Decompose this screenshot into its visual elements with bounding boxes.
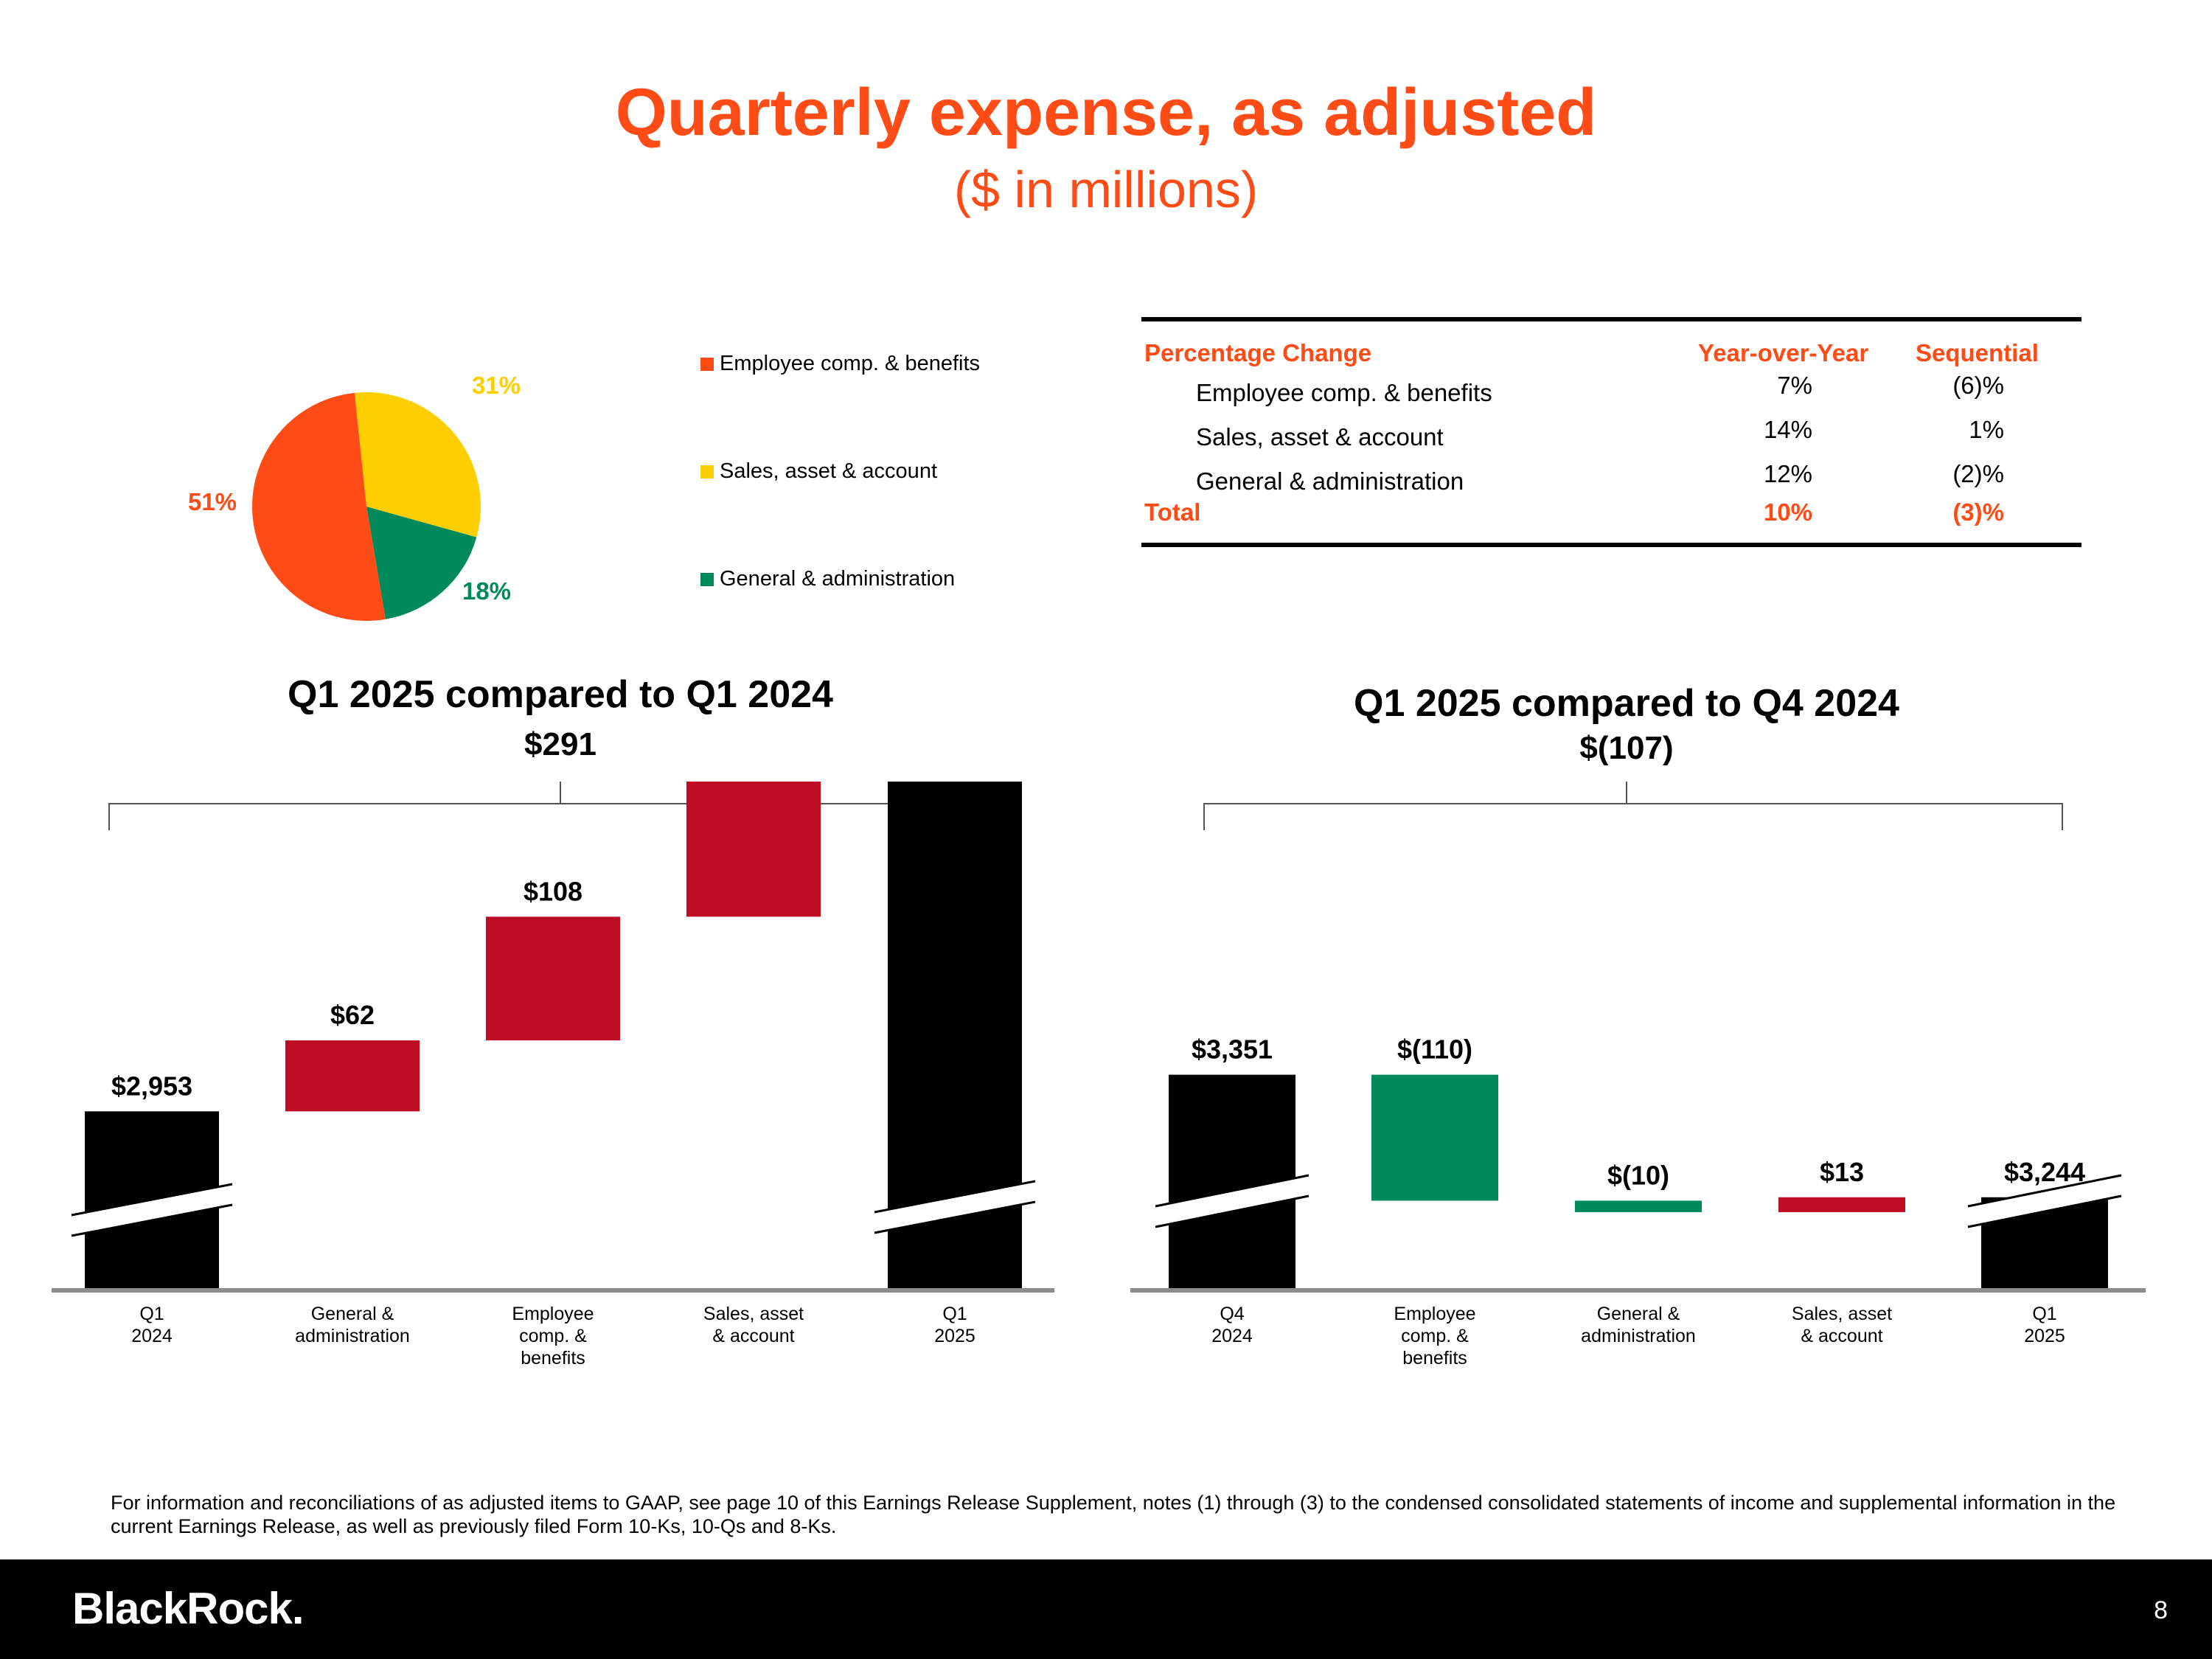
pie-chart: 51% 31% 18%	[188, 372, 521, 622]
page-title: Quarterly expense, as adjusted	[615, 76, 1597, 150]
legend-label-general: General & administration	[720, 567, 956, 591]
category-label: General & administration	[1581, 1304, 1696, 1346]
table-row-seq: 1%	[1969, 416, 2004, 443]
table-row-label: General & administration	[1196, 467, 1464, 495]
category-label: Employee comp. & benefits	[512, 1304, 594, 1368]
percentage-change-table: Percentage Change Year-over-Year Sequent…	[1141, 317, 2081, 547]
category-label: Sales, asset & account	[703, 1304, 804, 1346]
axis-break-line	[874, 1180, 1036, 1214]
table-row-yoy: 12%	[1763, 460, 1812, 487]
table-row-seq: (6)%	[1952, 372, 2004, 399]
table-total-yoy: 10%	[1763, 498, 1812, 526]
left-waterfall-chart: $2,953 Q1 2024 $62 General & administration $1…	[52, 782, 1054, 1368]
category-label: Q4 2024	[1211, 1304, 1253, 1346]
table-row-yoy: 7%	[1777, 372, 1812, 399]
axis-break-line	[874, 1200, 1036, 1234]
category-label: Q1 2024	[131, 1304, 173, 1346]
legend-swatch-general	[700, 572, 714, 586]
legend-swatch-sales	[700, 465, 714, 479]
axis-break-mark	[1155, 1175, 1309, 1227]
footer-bar: BlackRock. 8	[0, 1559, 2212, 1659]
table-header-yoy: Year-over-Year	[1698, 339, 1869, 366]
change-bar	[1371, 1074, 1498, 1201]
pie-slice	[251, 392, 386, 622]
axis-break-line	[1967, 1194, 2122, 1228]
page-number: 8	[2154, 1596, 2168, 1624]
legend-swatch-employee	[700, 357, 714, 371]
change-bar	[1778, 1197, 1905, 1212]
table-row-label: Employee comp. & benefits	[1196, 379, 1492, 406]
table-header-label: Percentage Change	[1144, 339, 1372, 366]
bar-value-label: $13	[1820, 1157, 1864, 1187]
legend-label-sales: Sales, asset & account	[720, 459, 937, 483]
table-total-label: Total	[1144, 498, 1201, 526]
right-chart-change: $(107)	[1579, 730, 1674, 766]
change-bar	[285, 1040, 420, 1112]
right-chart-heading: Q1 2025 compared to Q4 2024	[1354, 682, 1899, 725]
table-row-seq: (2)%	[1952, 460, 2004, 487]
axis-break-mark	[874, 1181, 1035, 1233]
change-bar	[686, 782, 821, 917]
axis-break-line	[71, 1203, 233, 1237]
blackrock-logo: BlackRock.	[72, 1584, 304, 1633]
table-header-sequential: Sequential	[1916, 339, 2039, 366]
legend-item-general: General & administration	[700, 567, 955, 591]
axis-break-line	[1155, 1194, 1310, 1228]
axis-break-mark	[1968, 1175, 2121, 1227]
bar-value-label: $62	[330, 1000, 375, 1030]
category-label: Q1 2025	[2024, 1304, 2065, 1346]
bar-value-label: $3,351	[1192, 1034, 1273, 1065]
change-bar	[486, 917, 620, 1040]
pie-slice-label: 31%	[472, 372, 521, 399]
axis-break-mark	[72, 1184, 232, 1236]
bar-value-label: $(10)	[1607, 1160, 1669, 1190]
bar-value-label: $2,953	[111, 1071, 192, 1101]
pie-slice	[354, 392, 481, 538]
table-total-seq: (3)%	[1952, 498, 2004, 526]
axis-break-line	[1155, 1174, 1310, 1208]
pie-slice	[366, 507, 477, 619]
comparison-bracket	[1203, 782, 2063, 830]
left-chart-heading: Q1 2025 compared to Q1 2024	[288, 673, 833, 716]
category-label: Employee comp. & benefits	[1394, 1304, 1475, 1368]
right-waterfall-chart: $3,351 Q4 2024 $(110) Employee comp. & benefit…	[1130, 782, 2146, 1368]
legend-item-sales: Sales, asset & account	[700, 459, 937, 484]
category-label: General & administration	[295, 1304, 410, 1346]
table-row-label: Sales, asset & account	[1196, 423, 1444, 451]
bar-value-label: $(110)	[1397, 1034, 1472, 1065]
pie-slice-label: 18%	[462, 577, 511, 605]
legend-item-employee: Employee comp. & benefits	[700, 352, 980, 376]
legend-label-employee: Employee comp. & benefits	[720, 352, 981, 375]
bar-value-label: $3,244	[2004, 1157, 2085, 1187]
category-label: Q1 2025	[934, 1304, 975, 1346]
axis-break-line	[71, 1183, 233, 1217]
pie-slice-label: 51%	[188, 488, 237, 515]
table-row-yoy: 14%	[1763, 416, 1812, 443]
change-bar	[1575, 1200, 1702, 1212]
page-subtitle: ($ in millions)	[953, 161, 1259, 218]
bar-value-label: $108	[524, 876, 582, 906]
footnote: For information and reconciliations of a…	[111, 1492, 2116, 1537]
comparison-bracket	[108, 782, 1012, 830]
category-label: Sales, asset & account	[1792, 1304, 1892, 1346]
left-chart-change: $291	[524, 726, 597, 762]
axis-break-line	[1967, 1174, 2122, 1208]
